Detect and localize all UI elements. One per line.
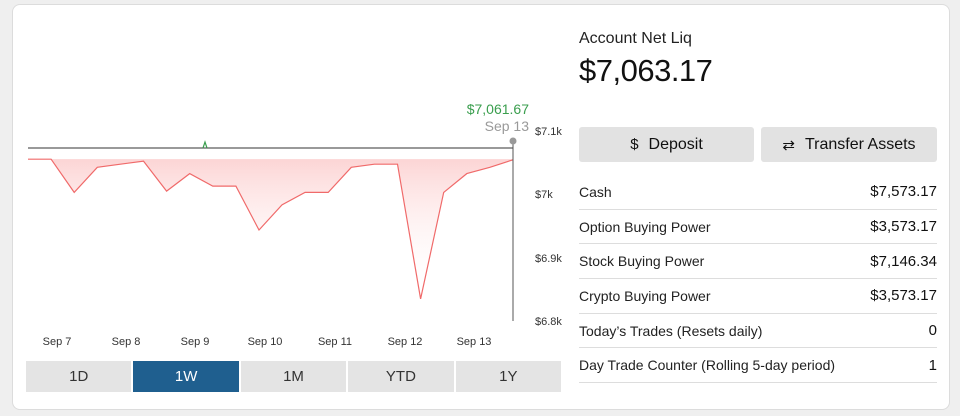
y-tick-label: $6.9k xyxy=(535,253,562,265)
x-tick-label: Sep 12 xyxy=(387,336,423,348)
y-tick-label: $7.1k xyxy=(535,126,562,138)
portfolio-chart: $7,061.67 Sep 13 $7.1k $7k $6.9k $6.8k S… xyxy=(13,5,573,355)
account-value: $7,063.17 xyxy=(579,53,713,88)
stat-value: $3,573.17 xyxy=(870,287,937,305)
series-up-tick xyxy=(202,140,208,149)
stat-value: $7,573.17 xyxy=(870,183,937,201)
x-tick-label: Sep 9 xyxy=(180,336,210,348)
stat-value: 1 xyxy=(928,356,937,374)
stats-list: Cash $7,573.17 Option Buying Power $3,57… xyxy=(579,175,937,384)
account-summary: Account Net Liq $7,063.17 $ Deposit ⇄ Tr… xyxy=(579,5,937,411)
stat-value: 0 xyxy=(928,322,937,340)
range-tab-ytd[interactable]: YTD xyxy=(348,361,454,392)
x-tick-label: Sep 8 xyxy=(111,336,141,348)
range-selector: 1D 1W 1M YTD 1Y xyxy=(26,361,562,392)
range-tab-1m[interactable]: 1M xyxy=(240,361,347,392)
account-card: $7,061.67 Sep 13 $7.1k $7k $6.9k $6.8k S… xyxy=(12,4,950,410)
deposit-label: Deposit xyxy=(648,135,703,153)
x-tick-label: Sep 7 xyxy=(42,336,72,348)
stat-label: Stock Buying Power xyxy=(579,253,705,270)
series-line xyxy=(28,158,514,300)
y-tick-label: $7k xyxy=(535,189,553,201)
stat-row-option-buying-power: Option Buying Power $3,573.17 xyxy=(579,210,937,245)
stat-value: $3,573.17 xyxy=(870,218,937,236)
stat-label: Option Buying Power xyxy=(579,218,711,235)
hover-date: Sep 13 xyxy=(484,118,529,134)
stat-label: Day Trade Counter (Rolling 5-day period) xyxy=(579,357,836,374)
dollar-icon: $ xyxy=(630,136,639,153)
stat-label: Cash xyxy=(579,183,612,200)
x-tick-label: Sep 13 xyxy=(456,336,492,348)
deposit-button[interactable]: $ Deposit xyxy=(579,127,754,162)
stat-row-day-trade-counter: Day Trade Counter (Rolling 5-day period)… xyxy=(579,348,937,384)
transfer-arrows-icon: ⇄ xyxy=(782,136,795,154)
stat-label: Today’s Trades (Resets daily) xyxy=(579,322,763,339)
hover-value: $7,061.67 xyxy=(466,101,529,117)
chart-svg xyxy=(28,137,517,321)
stat-row-stock-buying-power: Stock Buying Power $7,146.34 xyxy=(579,244,937,280)
x-tick-label: Sep 11 xyxy=(317,336,353,348)
transfer-label: Transfer Assets xyxy=(805,135,916,153)
y-tick-label: $6.8k xyxy=(535,316,562,328)
account-label: Account Net Liq xyxy=(579,30,692,47)
range-tab-1w[interactable]: 1W xyxy=(133,361,239,392)
crosshair-dot xyxy=(509,137,517,145)
chart-area xyxy=(28,159,513,299)
range-tab-1y[interactable]: 1Y xyxy=(455,361,562,392)
stat-label: Crypto Buying Power xyxy=(579,287,711,304)
stat-row-cash: Cash $7,573.17 xyxy=(579,175,937,210)
stat-row-crypto-buying-power: Crypto Buying Power $3,573.17 xyxy=(579,279,937,314)
stat-value: $7,146.34 xyxy=(870,252,937,270)
transfer-assets-button[interactable]: ⇄ Transfer Assets xyxy=(761,127,937,162)
x-tick-label: Sep 10 xyxy=(247,336,283,348)
stat-row-todays-trades: Today’s Trades (Resets daily) 0 xyxy=(579,314,937,349)
range-tab-1d[interactable]: 1D xyxy=(26,361,132,392)
